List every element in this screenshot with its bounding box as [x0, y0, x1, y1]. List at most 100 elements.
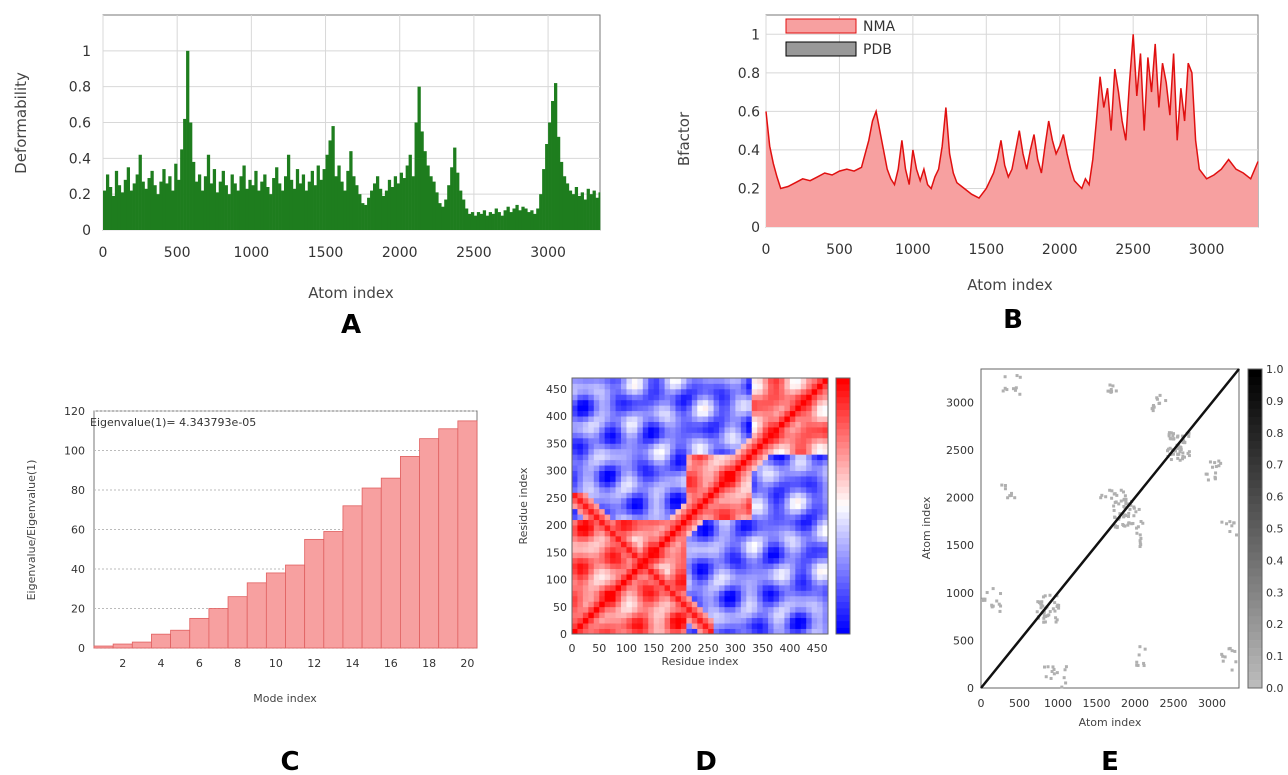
- contact-cell: [990, 605, 994, 609]
- heatmap-cell: [691, 525, 698, 531]
- heatmap-cell: [729, 519, 736, 526]
- heatmap-cell: [811, 584, 818, 591]
- heatmap-cell: [577, 514, 584, 521]
- heatmap-cell: [806, 459, 813, 466]
- contact-cell: [1235, 533, 1239, 537]
- heatmap-cell: [642, 497, 649, 504]
- heatmap-cell: [702, 568, 709, 575]
- heatmap-cell: [740, 454, 747, 461]
- heatmap-cell: [778, 492, 785, 499]
- heatmap-cell: [691, 459, 698, 466]
- heatmap-cell: [621, 628, 627, 634]
- heatmap-cell: [686, 617, 693, 624]
- heatmap-cell: [768, 552, 774, 559]
- heatmap-cell: [789, 628, 796, 634]
- heatmap-cell: [806, 481, 813, 488]
- heatmap-cell: [621, 416, 627, 422]
- contact-cell: [1044, 675, 1048, 679]
- heatmap-cell: [572, 590, 578, 597]
- heatmap-cell: [746, 563, 753, 570]
- heatmap-cell: [806, 546, 813, 553]
- contact-cell: [1187, 431, 1191, 435]
- colorbar-segment: [836, 538, 850, 545]
- heatmap-cell: [621, 443, 627, 450]
- heatmap-cell: [686, 476, 693, 482]
- heatmap-cell: [691, 574, 698, 580]
- heatmap-cell: [702, 383, 709, 390]
- heatmap-cell: [795, 530, 802, 537]
- heatmap-cell: [746, 432, 753, 439]
- heatmap-cell: [680, 476, 687, 482]
- heatmap-cell: [719, 416, 725, 422]
- deformability-bar: [281, 190, 285, 230]
- heatmap-cell: [724, 470, 731, 477]
- heatmap-cell: [615, 595, 622, 602]
- heatmap-cell: [686, 394, 693, 401]
- heatmap-cell: [800, 617, 807, 624]
- contact-cell: [1142, 661, 1146, 665]
- heatmap-cell: [735, 541, 742, 548]
- eigenvalue-bar: [170, 629, 191, 649]
- heatmap-cell: [724, 416, 731, 422]
- deformability-bar: [233, 183, 237, 230]
- heatmap-cell: [773, 388, 780, 395]
- heatmap-cell: [735, 535, 742, 542]
- deformability-bar: [470, 212, 475, 230]
- heatmap-cell: [762, 465, 769, 471]
- heatmap-cell: [642, 535, 649, 542]
- heatmap-cell: [778, 595, 785, 602]
- heatmap-cell: [642, 563, 649, 570]
- heatmap-cell: [572, 617, 578, 624]
- heatmap-cell: [789, 612, 796, 619]
- heatmap-cell: [719, 519, 725, 526]
- heatmap-cell: [729, 388, 736, 395]
- contact-cell: [1124, 502, 1128, 506]
- heatmap-cell: [740, 497, 747, 504]
- heatmap-cell: [751, 492, 758, 499]
- heatmap-cell: [735, 563, 742, 570]
- heatmap-cell: [680, 416, 687, 422]
- heatmap-cell: [686, 579, 693, 586]
- heatmap-cell: [686, 459, 693, 466]
- heatmap-cell: [708, 448, 715, 455]
- heatmap-cell: [691, 546, 698, 553]
- heatmap-cell: [713, 405, 720, 412]
- heatmap-cell: [686, 383, 693, 390]
- colorbar-segment: [1248, 680, 1262, 689]
- heatmap-cell: [582, 394, 589, 401]
- heatmap-cell: [670, 481, 676, 488]
- heatmap-cell: [675, 617, 682, 624]
- heatmap-cell: [599, 568, 606, 575]
- heatmap-cell: [582, 486, 589, 493]
- heatmap-cell: [637, 492, 644, 499]
- heatmap-cell: [751, 628, 758, 634]
- heatmap-cell: [817, 595, 823, 602]
- heatmap-cell: [751, 481, 758, 488]
- colorbar-segment: [836, 512, 850, 520]
- heatmap-cell: [740, 470, 747, 477]
- heatmap-cell: [746, 470, 753, 477]
- contact-cell: [1168, 436, 1172, 440]
- heatmap-cell: [582, 546, 589, 553]
- heatmap-cell: [729, 492, 736, 499]
- heatmap-cell: [800, 595, 807, 602]
- heatmap-cell: [757, 399, 764, 406]
- heatmap-cell: [702, 497, 709, 504]
- heatmap-cell: [762, 443, 769, 450]
- deformability-bar: [135, 174, 139, 230]
- heatmap-cell: [757, 530, 764, 537]
- heatmap-cell: [588, 497, 595, 504]
- heatmap-cell: [708, 590, 715, 597]
- heatmap-cell: [572, 623, 578, 629]
- contact-cell: [1137, 507, 1141, 511]
- heatmap-cell: [795, 405, 802, 412]
- heatmap-cell: [806, 579, 813, 586]
- deformability-bar: [206, 154, 211, 230]
- heatmap-cell: [637, 476, 644, 482]
- heatmap-cell: [789, 421, 796, 428]
- heatmap-cell: [642, 530, 649, 537]
- heatmap-cell: [795, 563, 802, 570]
- heatmap-cell: [697, 574, 704, 580]
- heatmap-cell: [691, 476, 698, 482]
